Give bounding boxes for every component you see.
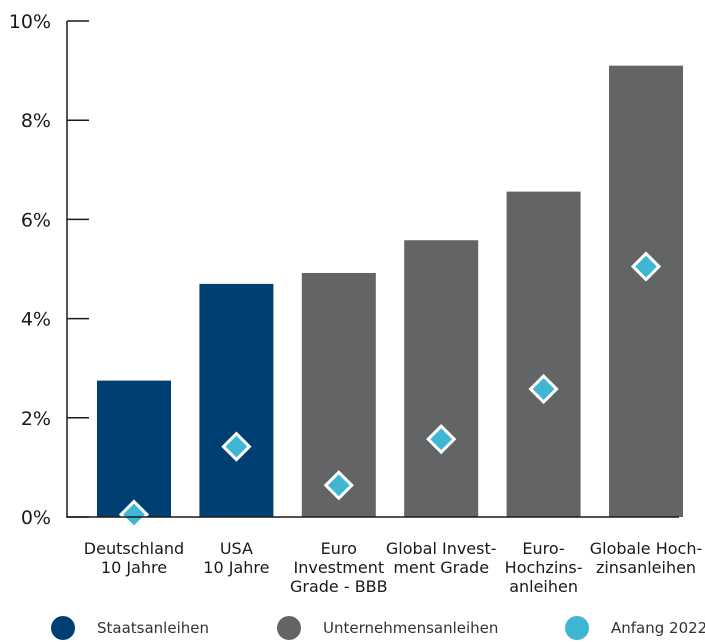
bar [199, 283, 274, 517]
legend-dot-staatsanleihen [51, 616, 75, 640]
x-category-label-line: USA [220, 539, 253, 558]
y-tick-label: 4% [21, 309, 51, 331]
bar [404, 240, 479, 517]
bar [609, 65, 683, 517]
y-axis: 0% 2% 4% 6% 8% 10% [9, 11, 89, 529]
bar [506, 191, 581, 517]
legend-item-staatsanleihen: Staatsanleihen [51, 616, 209, 640]
bar [97, 380, 171, 517]
x-category-label: Euro-Hochzins-anleihen [505, 539, 583, 596]
x-category-label-line: Globale Hoch- [590, 539, 703, 558]
legend: Staatsanleihen Unternehmensanleihen Anfa… [0, 612, 705, 642]
x-category-label-line: Euro- [522, 539, 564, 558]
x-category-label-line: ment Grade [393, 558, 489, 577]
legend-item-anfang-2022: Anfang 2022 [565, 616, 705, 640]
marker-point [630, 251, 662, 282]
x-category-label-line: Grade - BBB [290, 577, 388, 596]
x-category-label-line: zinsanleihen [596, 558, 696, 577]
y-tick-label: 0% [21, 507, 51, 529]
x-category-label-line: Deutschland [84, 539, 184, 558]
x-category-label-line: Hochzins- [505, 558, 583, 577]
legend-dot-unternehmensanleihen [277, 616, 301, 640]
y-tick-label: 6% [21, 209, 51, 231]
marker-point [426, 424, 457, 455]
marker-point [528, 373, 559, 405]
legend-item-unternehmensanleihen: Unternehmensanleihen [277, 616, 498, 640]
legend-label: Unternehmensanleihen [323, 619, 499, 637]
legend-label: Anfang 2022 [611, 619, 705, 637]
legend-dot-anfang-2022 [565, 616, 589, 640]
x-category-label-line: 10 Jahre [101, 558, 167, 577]
x-category-label-line: anleihen [509, 577, 578, 596]
x-category-label-line: Euro [321, 539, 357, 558]
legend-label: Staatsanleihen [97, 619, 209, 637]
x-category-label: Global Invest-ment Grade [386, 539, 497, 577]
bars [97, 65, 683, 517]
marker-point [323, 470, 354, 501]
marker-point [118, 499, 150, 530]
markers [118, 251, 662, 530]
y-tick-label: 2% [21, 408, 51, 430]
y-tick-label: 10% [9, 11, 51, 33]
marker-point [221, 431, 252, 462]
x-category-label-line: 10 Jahre [203, 558, 269, 577]
x-category-label-line: Investment [293, 558, 384, 577]
x-category-label: Globale Hoch-zinsanleihen [590, 539, 703, 577]
y-tick-label: 8% [21, 110, 51, 132]
x-category-label-line: Global Invest- [386, 539, 497, 558]
